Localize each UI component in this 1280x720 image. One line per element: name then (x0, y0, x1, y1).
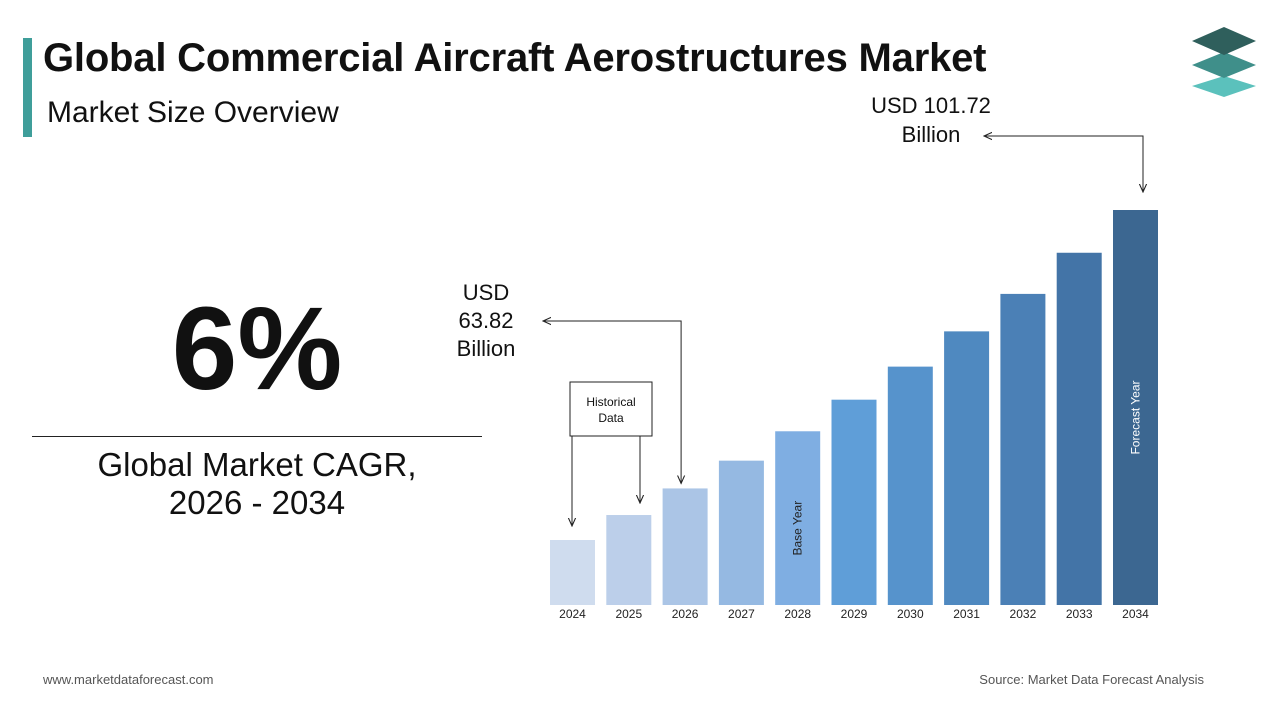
x-tick-2028: 2028 (784, 607, 811, 621)
website-url: www.marketdataforecast.com (43, 672, 214, 687)
title-accent-bar (23, 38, 32, 137)
bar-2028 (775, 431, 821, 605)
start-value-arrow (543, 321, 681, 483)
cagr-label: Global Market CAGR, 2026 - 2034 (32, 446, 482, 522)
x-tick-2024: 2024 (559, 607, 586, 621)
cagr-label-line1: Global Market CAGR, (97, 446, 417, 483)
source-note: Source: Market Data Forecast Analysis (979, 672, 1204, 687)
start-value-label-line1: USD (463, 280, 509, 305)
bar-2029 (831, 399, 877, 605)
x-tick-2032: 2032 (1010, 607, 1037, 621)
bar-2032 (1000, 293, 1046, 605)
bar-2027 (718, 460, 764, 605)
page-title: Global Commercial Aircraft Aerostructure… (43, 36, 987, 80)
start-value-label-line2: 63.82 (458, 308, 513, 333)
logo-layer-top (1192, 27, 1256, 55)
cagr-value: 6% (171, 283, 343, 415)
bar-2031 (944, 331, 990, 605)
start-value-label-line3: Billion (457, 336, 516, 361)
bar-2026 (662, 488, 708, 605)
x-tick-2025: 2025 (615, 607, 642, 621)
x-tick-2031: 2031 (953, 607, 980, 621)
x-tick-2027: 2027 (728, 607, 755, 621)
bar-2024 (550, 540, 595, 605)
x-tick-2030: 2030 (897, 607, 924, 621)
historical-data-label-line1: Historical (586, 395, 635, 409)
page-subtitle: Market Size Overview (47, 96, 339, 129)
cagr-divider (32, 436, 482, 437)
stacked-layers-logo-icon (1192, 27, 1256, 97)
chart-annotations: USD 63.82 Billion USD 101.72 Billion Historic… (457, 93, 1143, 526)
x-tick-2026: 2026 (672, 607, 699, 621)
x-tick-2029: 2029 (841, 607, 868, 621)
historical-data-label-line2: Data (598, 411, 624, 425)
chart-x-ticks: 2024 2025 2026 2027 2028 2029 2030 2031 2032 2033… (559, 607, 1149, 621)
end-value-arrow (984, 136, 1143, 192)
bar-label-2034: Forecast Year (1129, 380, 1143, 454)
x-tick-2033: 2033 (1066, 607, 1093, 621)
cagr-label-line2: 2026 - 2034 (168, 484, 346, 521)
logo-layer-bottom (1192, 76, 1256, 97)
x-tick-2034: 2034 (1122, 607, 1149, 621)
end-value-label-line1: USD 101.72 (871, 93, 991, 118)
logo-layer-middle (1192, 52, 1256, 78)
historical-data-box (569, 381, 653, 437)
bar-label-2028: Base Year (791, 501, 805, 556)
chart-bars: Base Year Forecast Year (550, 210, 1158, 605)
bar-2025 (606, 515, 652, 605)
bar-2030 (887, 366, 933, 605)
bar-2034 (1113, 210, 1158, 605)
bar-2033 (1056, 252, 1102, 605)
end-value-label-line2: Billion (902, 122, 961, 147)
